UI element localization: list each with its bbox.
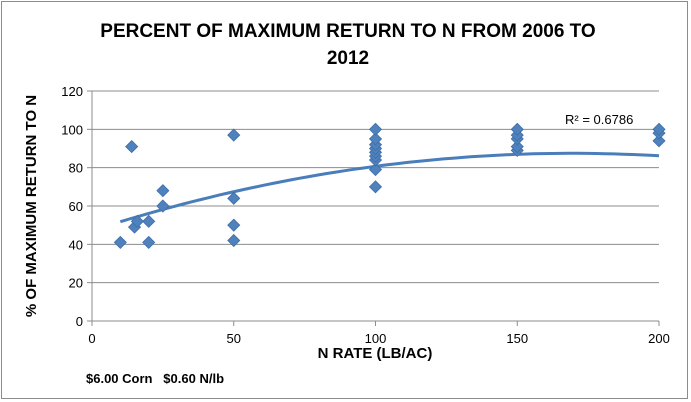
data-point-10 [227,191,241,205]
data-point-8 [227,233,241,248]
y-tick-label-60: 60 [69,199,83,214]
y-tick-label-120: 120 [61,84,83,99]
chart-title-line2: 2012 [327,48,369,69]
data-point-19 [368,132,383,146]
data-point-6 [156,199,170,213]
y-tick-label-20: 20 [69,276,83,291]
data-point-9 [227,218,241,232]
data-points [113,122,666,249]
data-point-25 [510,122,524,136]
y-axis-title: % OF MAXIMUM RETURN TO N [23,95,40,317]
data-point-3 [130,214,144,228]
data-point-5 [142,214,156,228]
x-tick-label-200: 200 [648,331,670,346]
y-tick-labels: 0 20 40 60 80 100 120 [61,84,83,329]
data-point-1 [125,140,139,154]
data-point-13 [368,163,383,177]
y-tick-label-0: 0 [76,314,83,329]
data-point-28 [652,122,666,136]
x-axis-title: N RATE (LB/AC) [318,345,433,362]
axes [87,90,660,326]
x-tick-labels: 0 50 100 150 200 [88,331,669,346]
y-tick-label-80: 80 [69,161,83,176]
x-tick-label-50: 50 [227,331,241,346]
trendline-path [119,151,660,224]
price-note: $6.00 Corn $0.60 N/lb [86,371,224,386]
data-point-20 [368,122,383,136]
data-point-12 [368,180,383,194]
data-point-26 [652,134,666,148]
r-squared-label: R² = 0.6786 [565,112,633,127]
data-point-4 [142,235,156,249]
data-point-7 [156,184,170,198]
y-tick-label-40: 40 [69,237,83,252]
trendline [119,151,660,224]
chart-title-line1: PERCENT OF MAXIMUM RETURN TO N FROM 2006… [100,21,595,42]
data-point-22 [510,140,524,154]
y-tick-label-100: 100 [61,122,83,137]
x-tick-label-100: 100 [365,331,387,346]
x-tick-label-150: 150 [506,331,528,346]
x-tick-label-0: 0 [88,331,95,346]
data-point-0 [113,235,127,249]
data-point-11 [227,128,241,142]
